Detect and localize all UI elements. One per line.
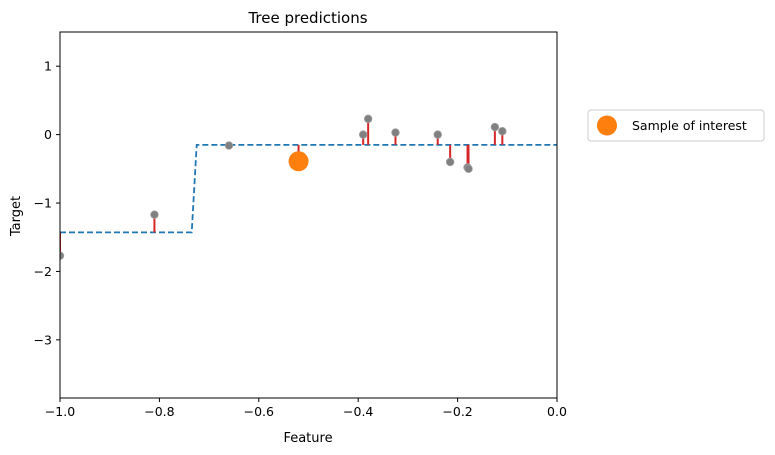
legend-label-sample: Sample of interest: [632, 118, 747, 133]
x-tick-label-2: −0.6: [244, 404, 274, 419]
x-tick-label-0: −1.0: [45, 404, 75, 419]
data-point-10: [490, 122, 500, 132]
data-point-2: [224, 141, 234, 150]
data-point-4: [363, 114, 373, 124]
legend-frame: [587, 109, 765, 142]
x-tick-label-5: 0.0: [547, 404, 567, 419]
data-point-5: [391, 128, 400, 137]
x-tick-label-1: −0.8: [144, 404, 174, 419]
data-point-7: [445, 157, 455, 167]
sample-of-interest-point: [288, 151, 309, 172]
y-tick-label-1: 0: [44, 127, 52, 142]
axes-frame: [59, 31, 558, 399]
data-point-6: [433, 130, 442, 139]
data-point-11: [498, 126, 507, 136]
data-point-9: [464, 164, 473, 174]
y-tick-label-3: −2: [34, 264, 52, 279]
data-point-1: [150, 210, 159, 219]
chart-title: Tree predictions: [247, 9, 367, 27]
y-tick-label-4: −3: [34, 332, 52, 347]
prediction-line: [60, 143, 557, 234]
legend-marker-sample: [597, 115, 617, 136]
data-point-3: [358, 130, 368, 139]
plot-area: −1.0 −0.8 −0.6 −0.4 −0.2 0.0 1 0 −1 −2 −3: [34, 31, 567, 419]
y-tick-label-0: 1: [44, 59, 52, 74]
x-tick-label-4: −0.2: [442, 404, 472, 419]
y-axis-label: Target: [9, 196, 24, 237]
x-tick-label-3: −0.4: [343, 404, 373, 419]
x-axis-label: Feature: [283, 431, 332, 446]
y-tick-label-2: −1: [34, 196, 52, 211]
legend: Sample of interest: [587, 109, 765, 142]
